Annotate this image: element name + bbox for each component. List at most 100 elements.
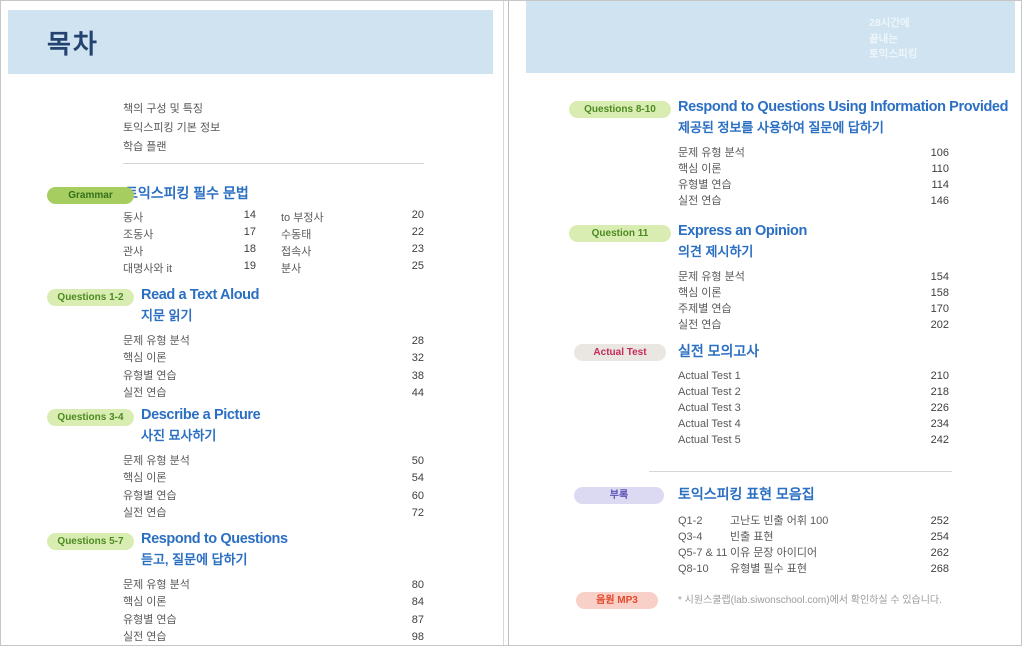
section-title-ko: 제공된 정보를 사용하여 질문에 답하기: [678, 120, 884, 135]
table-row: 핵심 이론 110: [678, 160, 949, 176]
toc-row-label: 고난도 빈출 어휘 100: [730, 515, 829, 527]
table-row: Q1-2 고난도 빈출 어휘 100 252: [678, 512, 949, 528]
section-title-ko: 사진 묘사하기: [141, 428, 217, 443]
toc-row-label: 접속사: [281, 246, 312, 258]
toc-row-page: 252: [930, 515, 949, 527]
header-band: 목차: [8, 10, 493, 74]
brand-line: 끝내는: [869, 32, 898, 45]
question-range: Q3-4: [678, 531, 703, 543]
toc-row-label: 빈출 표현: [730, 531, 774, 543]
table-row: 실전 연습 202: [678, 316, 949, 332]
toc-rows: Actual Test 1 210 Actual Test 2 218 Actual…: [678, 370, 949, 450]
toc-row-page: 98: [411, 631, 424, 644]
intro-list: 책의 구성 및 특징 토익스피킹 기본 정보 학습 플랜: [123, 100, 220, 157]
toc-row-page: 28: [411, 335, 424, 347]
toc-row-label: 유형별 연습: [123, 369, 177, 382]
section-badge: Questions 3-4: [47, 409, 134, 426]
toc-row-page: 154: [930, 271, 949, 283]
table-row: 주제별 연습 170: [678, 300, 949, 316]
table-row: 동사 14 to 부정사 20: [123, 209, 424, 226]
toc-row-page: 25: [411, 260, 424, 272]
table-row: 유형별 연습 38: [123, 367, 424, 384]
question-range: Q5-7 & 11: [678, 547, 728, 559]
toc-row-label: 동사: [123, 212, 144, 224]
section-title: 실전 모의고사: [678, 343, 760, 359]
section-badge: 부록: [574, 487, 664, 504]
toc-row-label: 대명사와 it: [123, 263, 173, 275]
toc-row-label: 주제별 연습: [678, 303, 732, 315]
section-questions-8-10: Questions 8-10 Respond to Questions Usin…: [569, 98, 1008, 208]
left-page: 목차 책의 구성 및 특징 토익스피킹 기본 정보 학습 플랜 Grammar …: [1, 1, 504, 645]
toc-row-page: 262: [930, 547, 949, 559]
toc-row-page: 32: [411, 352, 424, 365]
toc-row-page: 44: [411, 387, 424, 400]
table-row: Actual Test 4 234: [678, 418, 949, 434]
section-question-11: Question 11 Express an Opinion 의견 제시하기 문…: [569, 222, 949, 332]
toc-row-page: 60: [411, 489, 424, 502]
toc-rows: 문제 유형 분석 106 핵심 이론 110 유형별 연습 114 실전 연습 146: [678, 144, 949, 208]
toc-row-page: 218: [930, 386, 949, 398]
toc-row-page: 146: [930, 195, 949, 207]
divider: [649, 471, 952, 472]
toc-row-label: 핵심 이론: [123, 472, 167, 485]
section-title-en: Describe a Picture: [141, 407, 261, 423]
page-title: 목차: [47, 28, 99, 59]
toc-row-page: 23: [411, 243, 424, 255]
brand-logo: 28시간에 끝내는 토익스피킹: [869, 16, 1003, 63]
toc-row-label: 문제 유형 분석: [678, 271, 745, 283]
toc-row-page: 20: [411, 209, 424, 221]
toc-row-page: 80: [411, 579, 424, 591]
intro-item: 학습 플랜: [123, 141, 167, 153]
brand-band: 28시간에 끝내는 토익스피킹: [526, 1, 1015, 73]
table-row: 문제 유형 분석 154: [678, 268, 949, 284]
audio-mp3-badge: 음원 MP3: [576, 592, 658, 609]
toc-row-label: 유형별 연습: [123, 613, 177, 626]
toc-rows: 문제 유형 분석 80 핵심 이론 84 유형별 연습 87 실전 연습 98: [123, 576, 424, 645]
toc-row-label: Actual Test 2: [678, 386, 741, 398]
toc-row-label: 핵심 이론: [123, 596, 167, 609]
section-grammar: Grammar 토익스피킹 필수 문법 동사 14 to 부정사 20 조동사 17 …: [47, 184, 424, 277]
toc-row-page: 210: [930, 370, 949, 382]
table-row: Actual Test 3 226: [678, 402, 949, 418]
toc-row-label: Actual Test 1: [678, 370, 741, 382]
audio-note: * 시원스쿨랩(lab.siwonschool.com)에서 확인하실 수 있습…: [678, 595, 942, 606]
toc-row-label: 이유 문장 아이디어: [730, 547, 818, 559]
toc-row-page: 87: [411, 613, 424, 626]
toc-row-label: Actual Test 5: [678, 434, 741, 446]
toc-row-label: 실전 연습: [678, 195, 722, 207]
grammar-rows: 동사 14 to 부정사 20 조동사 17 수동태 22 관사 18 접속사 23 대명사…: [123, 209, 424, 277]
toc-row-label: 핵심 이론: [678, 287, 722, 299]
table-row: 문제 유형 분석 28: [123, 332, 424, 349]
section-badge: Actual Test: [574, 344, 666, 361]
section-title: 토익스피킹 필수 문법: [125, 185, 249, 201]
section-title-en: Express an Opinion: [678, 223, 807, 239]
toc-rows: 문제 유형 분석 154 핵심 이론 158 주제별 연습 170 실전 연습 202: [678, 268, 949, 332]
section-questions-1-2: Questions 1-2 Read a Text Aloud 지문 읽기 문제…: [47, 286, 424, 402]
section-title-ko: 듣고, 질문에 답하기: [141, 552, 248, 567]
toc-row-page: 18: [243, 243, 256, 255]
table-row: 문제 유형 분석 80: [123, 576, 424, 593]
table-row: Actual Test 1 210: [678, 370, 949, 386]
table-row: 유형별 연습 87: [123, 611, 424, 628]
toc-row-page: 84: [411, 596, 424, 609]
toc-row-label: 실전 연습: [123, 507, 167, 520]
toc-row-page: 254: [930, 531, 949, 543]
toc-row-label: 유형별 연습: [123, 489, 177, 502]
toc-row-label: 분사: [281, 263, 302, 275]
section-appendix: 부록 토익스피킹 표현 모음집 Q1-2 고난도 빈출 어휘 100 252 Q3-…: [574, 485, 949, 576]
intro-item: 책의 구성 및 특징: [123, 103, 204, 115]
toc-row-label: 실전 연습: [123, 387, 167, 400]
section-audio-mp3: 음원 MP3 * 시원스쿨랩(lab.siwonschool.com)에서 확인…: [576, 592, 949, 609]
toc-row-page: 54: [411, 472, 424, 485]
table-row: Actual Test 5 242: [678, 434, 949, 450]
toc-row-page: 158: [930, 287, 949, 299]
section-title-en: Read a Text Aloud: [141, 287, 260, 303]
table-row: 핵심 이론 54: [123, 469, 424, 486]
toc-row-label: 문제 유형 분석: [123, 455, 190, 467]
toc-row-label: 실전 연습: [123, 631, 167, 644]
section-questions-5-7: Questions 5-7 Respond to Questions 듣고, 질…: [47, 530, 424, 645]
table-row: Q8-10 유형별 필수 표현 268: [678, 560, 949, 576]
section-questions-3-4: Questions 3-4 Describe a Picture 사진 묘사하기…: [47, 406, 424, 522]
toc-row-page: 22: [411, 226, 424, 238]
grammar-badge: Grammar: [47, 187, 134, 204]
